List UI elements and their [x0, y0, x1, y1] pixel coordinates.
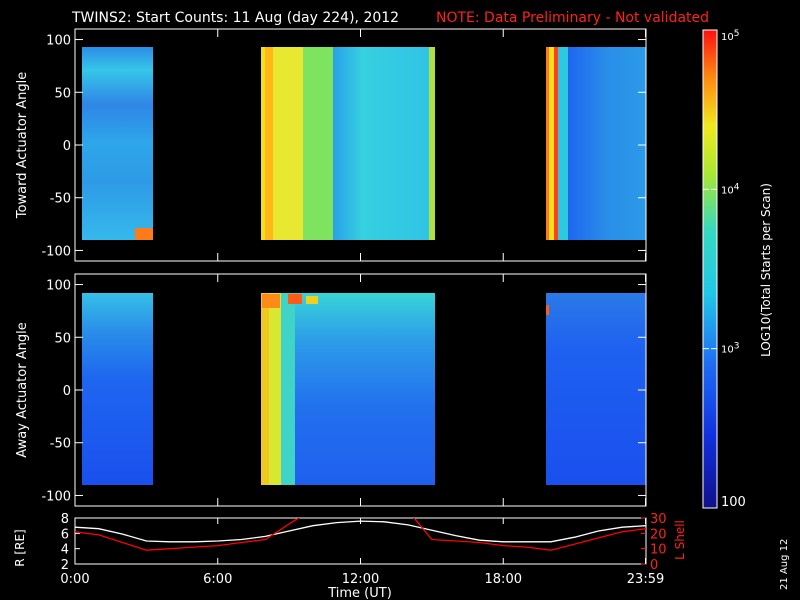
toward-block-3 [568, 47, 646, 240]
orbit-right-tick-label: 20 [650, 527, 667, 542]
colorbar-tick-label: 105 [721, 29, 739, 43]
time-tick-label: 6:00 [203, 572, 232, 587]
away-block-1 [82, 293, 153, 485]
x-axis-title: Time (UT) [327, 586, 392, 600]
colorbar-tick-label: 103 [721, 342, 739, 356]
away-yaxis: 100 50 0 -50 -100 [41, 279, 646, 504]
away-ytick-label: -50 [50, 437, 71, 452]
toward-ytick-label: 100 [46, 34, 71, 49]
time-tick-label: 23:59 [627, 572, 664, 587]
away-ytick-label: 100 [46, 279, 71, 294]
toward-heatmap [82, 47, 646, 240]
toward-ytick-label: 0 [63, 139, 71, 154]
away-block-3 [546, 293, 646, 485]
colorbar-gradient [702, 29, 718, 509]
toward-yaxis: 100 50 0 -50 -100 [41, 34, 646, 259]
colorbar: LOG10(Total Starts per Scan) 105 104 103 10… [702, 29, 773, 510]
toward-block-1 [82, 47, 153, 240]
colorbar-tick-label: 100 [721, 495, 746, 510]
away-block-2 [295, 293, 435, 485]
l-shell-line [75, 518, 646, 551]
away-ytick-label: -100 [41, 489, 71, 504]
orbit-left-tick-label: 6 [61, 527, 69, 542]
orbit-left-tick-label: 4 [61, 543, 69, 558]
away-orange-speckles [262, 294, 280, 308]
side-date: 21 Aug 12 [779, 539, 790, 590]
toward-panel: Toward Actuator Angle 100 50 0 -50 -100 [15, 28, 647, 262]
orbit-right-tick-label: 10 [650, 543, 667, 558]
r-distance-line [75, 520, 646, 543]
away-ytick-label: 50 [54, 331, 71, 346]
toward-orange-patch [135, 228, 153, 240]
preliminary-note: NOTE: Data Preliminary - Not validated [436, 10, 709, 26]
toward-block-2 [333, 47, 429, 240]
away-heatmap [82, 293, 646, 485]
toward-block-2-edge [261, 47, 265, 240]
orbit-left-tick-label: 2 [61, 558, 69, 573]
orbit-right-tick-label: 0 [650, 558, 658, 573]
time-tick-label: 18:00 [485, 572, 522, 587]
orbit-left-label: R [RE] [13, 529, 27, 566]
colorbar-tick-label: 104 [721, 182, 740, 196]
away-block-2-edge [261, 293, 269, 485]
time-tick-label: 12:00 [342, 572, 379, 587]
colorbar-label: LOG10(Total Starts per Scan) [759, 183, 773, 357]
away-ylabel: Away Actuator Angle [15, 322, 30, 457]
toward-block-3-stripes [546, 47, 549, 240]
away-ytick-label: 0 [63, 384, 71, 399]
toward-ytick-label: -100 [41, 244, 71, 259]
orbit-left-tick-label: 8 [61, 512, 69, 527]
orbit-right-label: L Shell [673, 520, 687, 560]
toward-ytick-label: -50 [50, 192, 71, 207]
time-tick-label: 0:00 [60, 572, 89, 587]
toward-ytick-label: 50 [54, 86, 71, 101]
figure-title: TWINS2: Start Counts: 11 Aug (day 224), … [71, 10, 399, 26]
toward-ylabel: Toward Actuator Angle [15, 72, 30, 219]
orbit-right-tick-label: 30 [650, 512, 667, 527]
away-panel: Away Actuator Angle 100 50 0 -50 -100 [15, 273, 647, 507]
